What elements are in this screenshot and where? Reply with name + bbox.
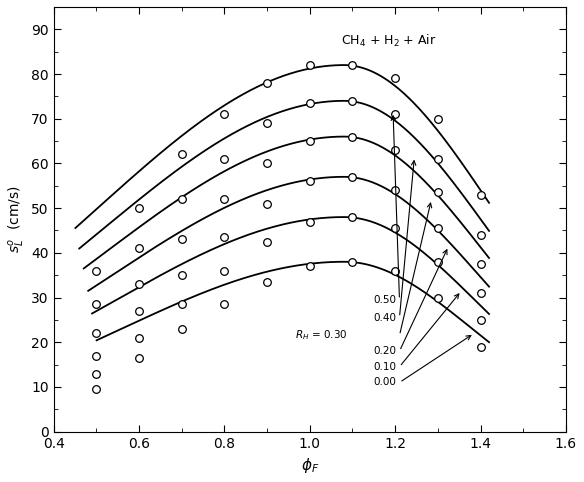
- Y-axis label: $s_L^o$  (cm/s): $s_L^o$ (cm/s): [7, 186, 27, 253]
- Text: 0.40: 0.40: [374, 313, 397, 322]
- Text: $R_H$ = 0.30: $R_H$ = 0.30: [295, 329, 347, 342]
- Text: 0.10: 0.10: [374, 362, 397, 372]
- Text: 0.50: 0.50: [374, 295, 397, 305]
- Text: CH$_4$ + H$_2$ + Air: CH$_4$ + H$_2$ + Air: [340, 32, 436, 49]
- X-axis label: $\phi_F$: $\phi_F$: [301, 456, 319, 475]
- Text: 0.20: 0.20: [374, 346, 397, 356]
- Text: 0.00: 0.00: [374, 377, 397, 388]
